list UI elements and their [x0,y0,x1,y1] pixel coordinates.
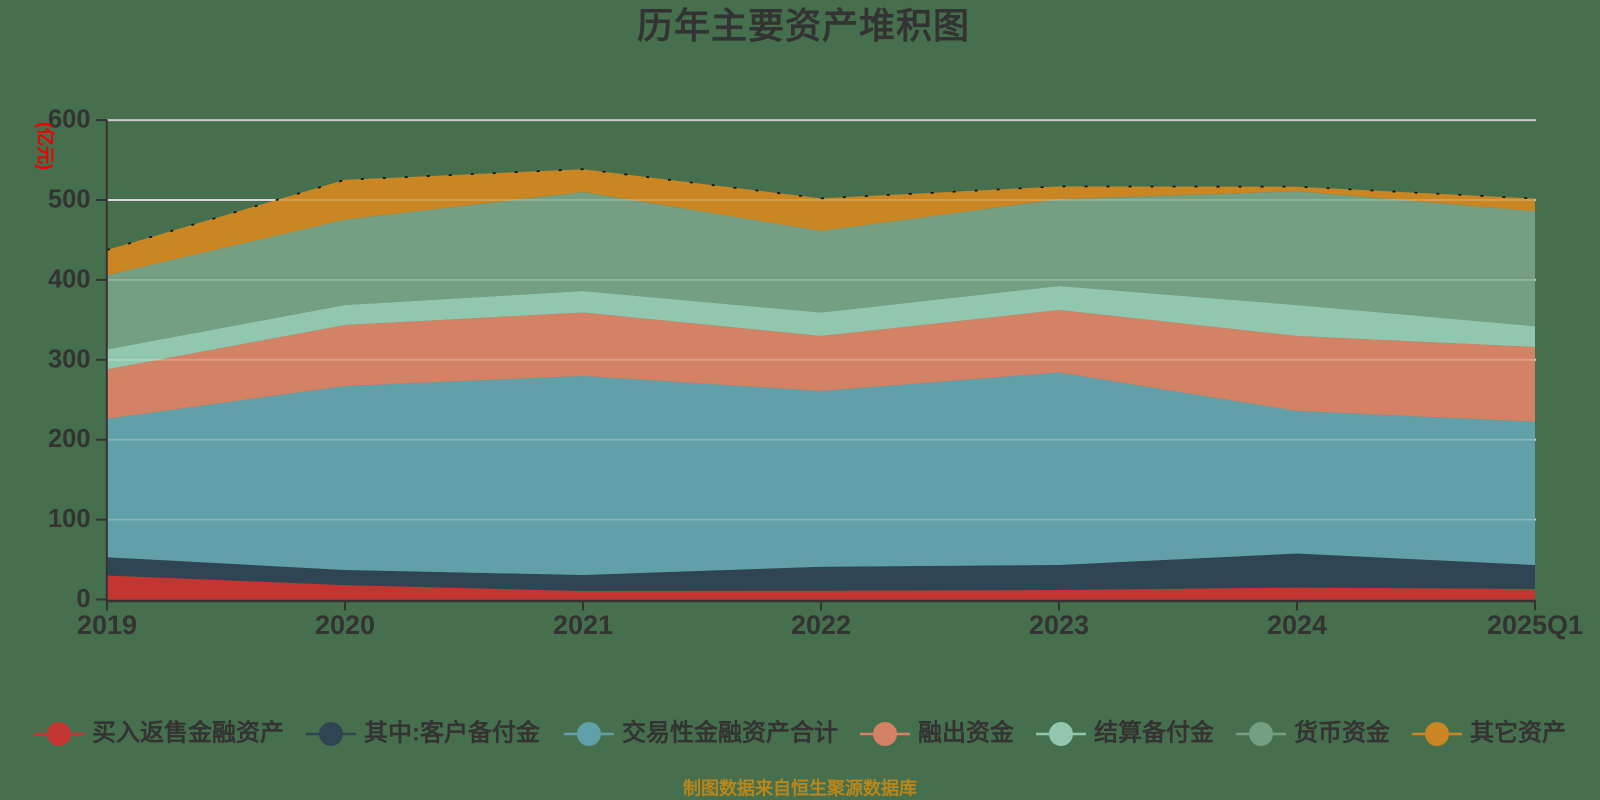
svg-text:300: 300 [48,345,91,373]
svg-text:2021: 2021 [553,610,613,640]
svg-text:交易性金融资产合计: 交易性金融资产合计 [622,719,838,747]
svg-text:货币资金: 货币资金 [1294,719,1391,747]
svg-text:(亿元): (亿元) [35,122,56,170]
svg-text:400: 400 [48,265,91,293]
svg-text:其中:客户备付金: 其中:客户备付金 [364,719,541,747]
svg-text:200: 200 [48,425,91,453]
svg-text:制图数据来自恒生聚源数据库: 制图数据来自恒生聚源数据库 [683,778,917,799]
svg-text:500: 500 [48,186,91,214]
svg-text:融出资金: 融出资金 [918,719,1015,747]
svg-text:2024: 2024 [1267,610,1327,640]
svg-text:2023: 2023 [1029,610,1089,640]
svg-text:2019: 2019 [77,610,137,640]
svg-text:2025Q1: 2025Q1 [1487,610,1583,640]
svg-text:100: 100 [48,505,91,533]
svg-text:2020: 2020 [315,610,375,640]
svg-text:买入返售金融资产: 买入返售金融资产 [92,719,284,747]
svg-text:600: 600 [48,106,91,134]
svg-text:其它资产: 其它资产 [1470,719,1566,747]
svg-text:2022: 2022 [791,610,851,640]
svg-text:结算备付金: 结算备付金 [1094,719,1215,747]
svg-text:0: 0 [76,585,90,613]
svg-text:历年主要资产堆积图: 历年主要资产堆积图 [637,5,970,46]
